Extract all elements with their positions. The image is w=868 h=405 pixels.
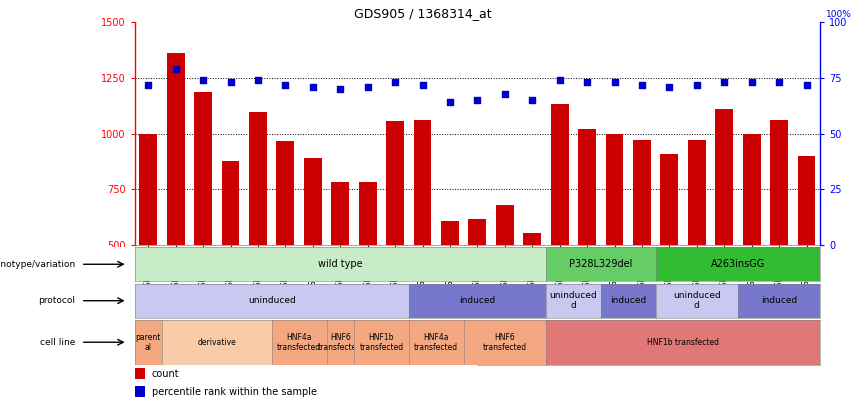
Text: uninduced
d: uninduced d bbox=[549, 291, 597, 310]
Point bbox=[443, 99, 457, 106]
Bar bbox=[386, 122, 404, 245]
Point bbox=[224, 79, 238, 86]
Text: genotype/variation: genotype/variation bbox=[0, 260, 76, 269]
Bar bbox=[551, 104, 569, 245]
Bar bbox=[249, 113, 266, 245]
Bar bbox=[496, 205, 514, 245]
Point bbox=[196, 77, 210, 83]
Text: count: count bbox=[152, 369, 180, 379]
Point bbox=[141, 81, 155, 88]
Bar bbox=[140, 134, 157, 245]
Text: HNF4a
transfected: HNF4a transfected bbox=[414, 333, 458, 352]
Bar bbox=[715, 109, 733, 245]
Text: HNF6
transfected: HNF6 transfected bbox=[319, 333, 362, 352]
Point bbox=[416, 81, 430, 88]
Point bbox=[279, 81, 293, 88]
Text: induced: induced bbox=[761, 296, 797, 305]
Text: HNF1b
transfected: HNF1b transfected bbox=[359, 333, 404, 352]
Point bbox=[306, 84, 319, 90]
Bar bbox=[606, 134, 623, 245]
Text: protocol: protocol bbox=[38, 296, 76, 305]
Point bbox=[525, 97, 539, 104]
Point bbox=[251, 77, 265, 83]
Point bbox=[773, 79, 786, 86]
Text: A263insGG: A263insGG bbox=[711, 259, 765, 269]
Bar bbox=[633, 141, 651, 245]
Point bbox=[553, 77, 567, 83]
Text: induced: induced bbox=[459, 296, 496, 305]
Point bbox=[662, 84, 676, 90]
Point bbox=[333, 86, 347, 92]
Text: 100%: 100% bbox=[825, 11, 852, 19]
Text: P328L329del: P328L329del bbox=[569, 259, 633, 269]
Text: derivative: derivative bbox=[197, 338, 236, 347]
Bar bbox=[332, 181, 349, 245]
Title: GDS905 / 1368314_at: GDS905 / 1368314_at bbox=[354, 7, 491, 20]
Text: HNF6
transfected: HNF6 transfected bbox=[483, 333, 527, 352]
Bar bbox=[135, 368, 145, 379]
Point bbox=[690, 81, 704, 88]
Text: HNF1b transfected: HNF1b transfected bbox=[648, 338, 719, 347]
Text: percentile rank within the sample: percentile rank within the sample bbox=[152, 387, 317, 397]
Text: HNF4a
transfected: HNF4a transfected bbox=[277, 333, 321, 352]
Point bbox=[498, 90, 512, 97]
Bar bbox=[688, 141, 706, 245]
Point bbox=[361, 84, 375, 90]
Point bbox=[799, 81, 813, 88]
Text: uninduced
d: uninduced d bbox=[673, 291, 720, 310]
Point bbox=[580, 79, 594, 86]
Point bbox=[388, 79, 402, 86]
Text: uninduced: uninduced bbox=[247, 296, 296, 305]
Bar bbox=[304, 158, 322, 245]
Bar bbox=[441, 220, 459, 245]
Bar bbox=[221, 162, 240, 245]
Bar bbox=[469, 220, 486, 245]
Text: wild type: wild type bbox=[318, 259, 363, 269]
Text: cell line: cell line bbox=[40, 338, 76, 347]
Bar bbox=[135, 386, 145, 397]
Bar bbox=[167, 53, 185, 245]
Text: induced: induced bbox=[610, 296, 647, 305]
Bar bbox=[358, 181, 377, 245]
Bar bbox=[770, 120, 788, 245]
Bar bbox=[578, 129, 596, 245]
Bar bbox=[661, 154, 678, 245]
Point bbox=[608, 79, 621, 86]
Point bbox=[635, 81, 649, 88]
Bar bbox=[798, 156, 815, 245]
Bar bbox=[414, 120, 431, 245]
Bar bbox=[277, 141, 294, 245]
Text: parent
al: parent al bbox=[135, 333, 161, 352]
Bar bbox=[194, 92, 212, 245]
Point bbox=[745, 79, 759, 86]
Bar bbox=[523, 233, 541, 245]
Point bbox=[717, 79, 731, 86]
Bar bbox=[743, 134, 760, 245]
Point bbox=[470, 97, 484, 104]
Point bbox=[168, 66, 182, 72]
